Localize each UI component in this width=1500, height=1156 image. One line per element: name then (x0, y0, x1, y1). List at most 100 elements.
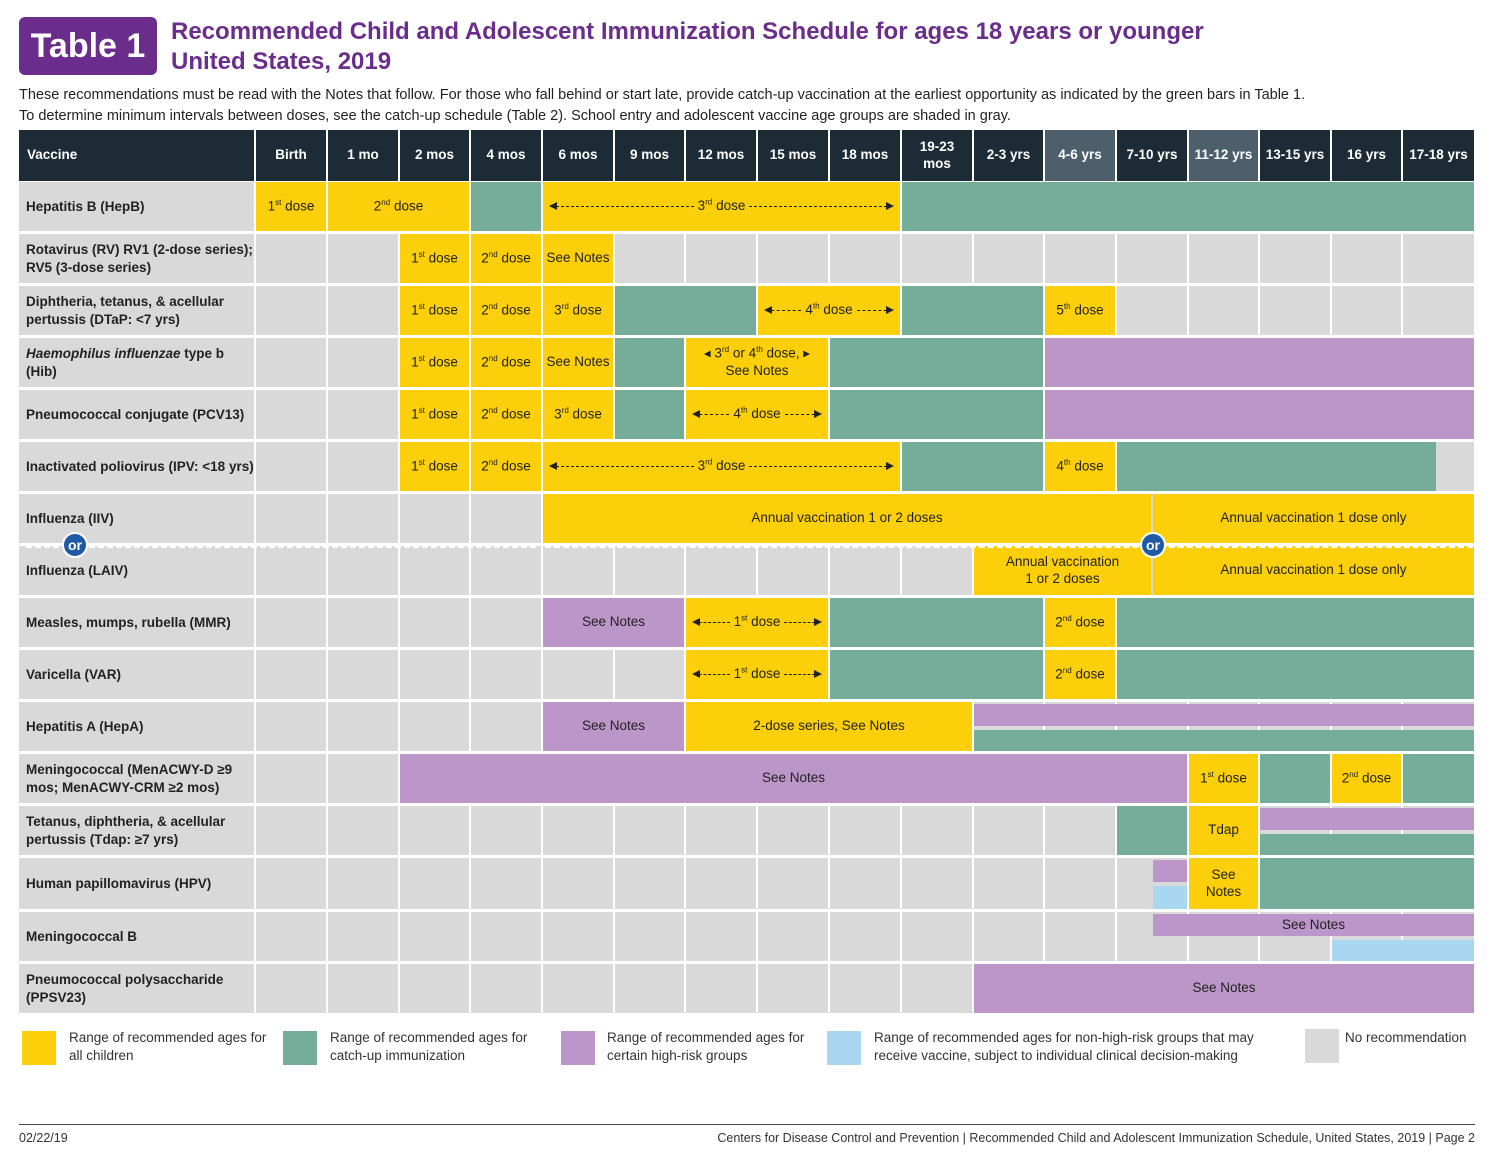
arrow-line-left (691, 410, 730, 418)
empty-cell (256, 754, 326, 803)
laiv-annual-1: Annual vaccination 1 dose only (1153, 546, 1474, 595)
arrow-line-right (856, 306, 895, 314)
hib-dose2: 2nd dose (471, 338, 541, 387)
empty-cell (974, 858, 1043, 909)
empty-cell (974, 806, 1043, 855)
vaccine-label-text: Pneumococcal polysaccharide (PPSV23) (26, 971, 224, 1005)
hpv-high-risk (1153, 860, 1187, 882)
empty-cell (256, 286, 326, 335)
legend-label: No recommendation (1345, 1030, 1467, 1045)
pcv-catchup-b (830, 390, 1043, 439)
arrow-line-left (549, 202, 694, 210)
vaccine-label-row-13: Tetanus, diphtheria, & acellular pertuss… (19, 806, 254, 855)
pcv-dose1: 1st dose (400, 390, 469, 439)
empty-cell (543, 546, 613, 595)
tdap-high-risk (1260, 808, 1474, 830)
dose-label: 2nd dose (481, 405, 531, 422)
empty-cell (471, 650, 541, 699)
dose-label: 2nd dose (373, 197, 424, 214)
cell-text: See Notes (761, 770, 826, 786)
empty-cell (686, 234, 756, 283)
dose-label: 1st dose (411, 301, 458, 318)
dose-label: 2nd dose (481, 457, 531, 474)
empty-cell (543, 964, 613, 1013)
hib-catchup-b (830, 338, 1043, 387)
empty-cell (902, 234, 972, 283)
arrow-dose-label: 4th dose (733, 405, 781, 422)
dtap-dose3: 3rd dose (543, 286, 613, 335)
cell-text: Annual vaccination 1 dose only (1220, 510, 1407, 526)
menacwy-dose2: 2nd dose (1332, 754, 1401, 803)
hepb-dose3: 3rd dose (543, 182, 900, 231)
laiv-annual-line2: 1 or 2 doses (1025, 570, 1100, 586)
cell-text: 2-dose series, See Notes (753, 718, 905, 734)
empty-cell (758, 546, 828, 595)
empty-cell (256, 858, 326, 909)
empty-cell (256, 912, 326, 961)
menb-see-notes: See Notes (1153, 914, 1474, 936)
or-divider-right (545, 545, 1473, 548)
dtap-dose4: 4th dose (758, 286, 900, 335)
empty-cell (256, 806, 326, 855)
header-age-9: 18 mos (830, 130, 900, 181)
rv-dose1: 1st dose (400, 234, 469, 283)
vaccine-label-text: Influenza (IIV) (26, 510, 114, 526)
dtap-catchup-b (902, 286, 1043, 335)
pcv-dose4: 4th dose (686, 390, 828, 439)
empty-cell (256, 338, 326, 387)
empty-cell (400, 650, 469, 699)
vaccine-label-row-7: Influenza (IIV) (19, 494, 254, 543)
empty-cell (1332, 234, 1401, 283)
empty-cell (686, 806, 756, 855)
empty-cell (256, 390, 326, 439)
dose-label: 4th dose (1056, 457, 1104, 474)
empty-cell (1117, 234, 1187, 283)
empty-cell (400, 964, 469, 1013)
empty-cell (328, 390, 398, 439)
empty-cell (328, 912, 398, 961)
empty-cell (400, 858, 469, 909)
empty-cell (902, 912, 972, 961)
empty-cell (400, 598, 469, 647)
legend-swatch (283, 1031, 317, 1065)
empty-cell (1045, 806, 1115, 855)
empty-cell (328, 286, 398, 335)
legend-swatch (22, 1031, 56, 1065)
empty-cell (471, 964, 541, 1013)
empty-cell (471, 546, 541, 595)
empty-cell (758, 912, 828, 961)
header-age-15: 13-15 yrs (1260, 130, 1330, 181)
empty-cell (1045, 912, 1115, 961)
hib-dose34-line1: ◂ 3rd or 4th dose, ▸ (703, 345, 811, 361)
empty-cell (830, 234, 900, 283)
header-age-10: 19-23 mos (902, 130, 972, 181)
header-age-5: 6 mos (543, 130, 613, 181)
laiv-annual-line1: Annual vaccination (1005, 553, 1120, 569)
vaccine-label-text: Influenza (LAIV) (26, 562, 128, 578)
hpv-shared (1153, 886, 1187, 909)
empty-cell (902, 964, 972, 1013)
empty-cell (1332, 286, 1401, 335)
arrow-label: 1st dose (730, 666, 785, 683)
hib-catchup-a (615, 338, 684, 387)
page-subtitle: United States, 2019 (171, 48, 392, 75)
vaccine-label-text: Inactivated poliovirus (IPV: <18 yrs) (26, 458, 254, 474)
cell-text: See Notes (1192, 980, 1256, 996)
menacwy-dose1: 1st dose (1189, 754, 1258, 803)
vaccine-label-row-4: Haemophilus influenzae type b (Hib) (19, 338, 254, 387)
empty-cell (471, 858, 541, 909)
empty-cell (974, 912, 1043, 961)
dose-label: 2nd dose (1055, 613, 1105, 630)
header-age-7: 12 mos (686, 130, 756, 181)
empty-cell (400, 702, 469, 751)
dose-label: 1st dose (411, 353, 458, 370)
ipv-catchup-b (1117, 442, 1436, 491)
empty-cell (256, 442, 326, 491)
hepb-catchup-4mo (471, 182, 541, 231)
hpv-empty-b (1117, 886, 1151, 909)
empty-cell (256, 494, 326, 543)
empty-cell (1403, 286, 1474, 335)
hpv-empty-a (1117, 860, 1151, 882)
rv-dose2: 2nd dose (471, 234, 541, 283)
legend-swatch (1305, 1029, 1339, 1063)
